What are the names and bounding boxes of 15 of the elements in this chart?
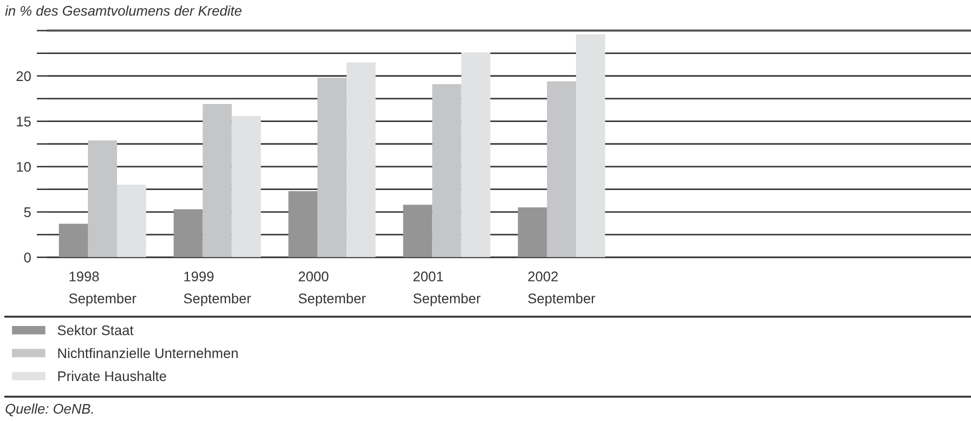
legend-label: Sektor Staat [58, 325, 134, 336]
y-tick-label: 5 [24, 207, 31, 218]
source-note: Quelle: OeNB. [6, 404, 93, 416]
y-tick-label: 15 [16, 116, 31, 126]
x-tick-label: 2002 September [528, 272, 596, 306]
x-tick-label: 2001 September [413, 272, 480, 306]
y-tick-label: 20 [16, 71, 31, 82]
y-axis-title: in % des Gesamtvolumens der Kredite [5, 6, 242, 16]
x-tick-label: 1999 September [184, 272, 251, 306]
legend-label: Nichtfinanzielle Unternehmen [58, 348, 238, 358]
legend-label: Private Haushalte [58, 370, 166, 382]
x-tick-label: 1998 September [69, 272, 136, 306]
x-tick-label: 2000 September [298, 272, 366, 306]
y-tick-label: 10 [16, 162, 31, 172]
y-tick-label: 0 [24, 252, 31, 262]
